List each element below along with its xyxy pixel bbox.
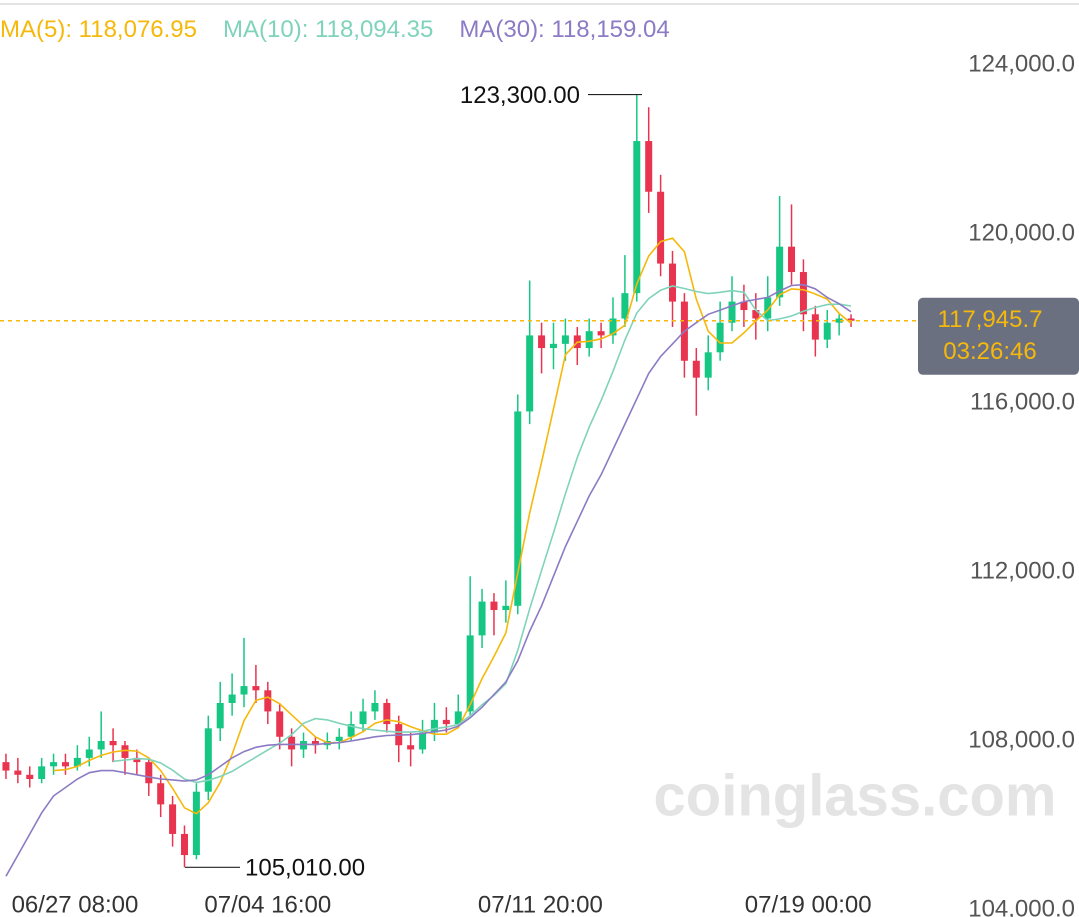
candle-body [430,719,438,733]
legend-entry: MA(5): 118,076.95 [0,16,198,43]
ma-line [5,283,852,877]
candle-body [38,766,46,780]
candle-body [799,272,807,315]
candle-body [561,335,569,344]
candle-body [311,741,319,746]
y-tick-label: 120,000.0 [968,219,1075,246]
candle-body [85,749,93,758]
ma-line [113,285,852,784]
annotation-label: 105,010.00 [245,855,365,882]
candle-body [335,736,343,741]
candle-body [97,741,105,750]
candle-body [549,343,557,349]
candle-body [50,762,58,767]
candle-body [728,301,736,323]
candle-body [26,774,34,780]
candle-body [169,804,177,834]
candle-body [228,694,236,703]
y-tick-label: 104,000.0 [968,895,1075,917]
x-tick-label: 07/11 20:00 [478,891,603,917]
candle-body [276,711,284,737]
candle-body [347,724,355,737]
ma-line [53,237,852,815]
candle-body [692,360,700,378]
candle-body [145,762,153,784]
candle-body [371,702,379,712]
candle-body [216,702,224,729]
candle-body [383,702,391,725]
legend-entry: MA(10): 118,094.35 [223,16,434,43]
candle-body [657,191,665,264]
candle-body [502,605,510,611]
candle-body [585,331,593,349]
candle-body [204,728,212,792]
candles [2,94,855,868]
candle-body [478,601,486,636]
candle-body [133,757,141,763]
candle-body [645,141,653,192]
x-tick-label: 07/04 16:00 [204,891,331,917]
y-tick-label: 116,000.0 [970,388,1075,415]
legend-entry: MA(30): 118,159.04 [459,16,670,43]
x-tick-label: 06/27 08:00 [12,891,139,917]
candle-body [157,783,165,805]
candle-body [288,736,296,750]
candle-body [597,331,605,336]
candle-body [490,601,498,611]
y-tick-label: 124,000.0 [968,50,1075,77]
candle-body [621,293,629,319]
candle-body [61,762,69,767]
candle-body [526,335,534,412]
candle-body [538,335,546,349]
candle-body [788,246,796,273]
candle-body [73,757,81,767]
candle-body [2,762,10,771]
candle-body [264,690,272,712]
candle-body [811,314,819,340]
candle-body [121,745,129,758]
candle-body [609,318,617,336]
candle-body [419,732,427,750]
y-tick-label: 112,000.0 [970,557,1075,584]
candle-body [847,318,855,321]
candle-body [514,411,522,606]
candle-body [669,263,677,302]
candle-body [835,318,843,323]
candle-body [407,745,415,750]
candle-body [180,833,188,856]
candle-body [716,322,724,353]
countdown: 03:26:46 [943,338,1036,365]
candle-body [704,352,712,378]
candle-body [14,770,22,775]
candle-body [740,301,748,311]
candle-body [823,322,831,340]
candle-body [752,310,760,319]
candle-body [466,635,474,712]
candle-body [359,711,367,725]
y-tick-label: 108,000.0 [968,726,1075,753]
last-price-label: 117,945.7 [938,306,1043,333]
candle-body [442,719,450,725]
candle-body [252,686,260,691]
candle-body [300,741,308,750]
candle-body [109,741,117,746]
x-tick-label: 07/19 00:00 [745,891,872,917]
candle-body [633,141,641,294]
annotation-label: 123,300.00 [460,82,580,109]
watermark: coinglass.com [654,763,1057,828]
candle-body [454,711,462,725]
candle-body [764,297,772,319]
candle-body [776,246,784,298]
candle-body [240,686,248,695]
candle-body [192,791,200,856]
legend: MA(5): 118,076.95 MA(10): 118,094.35 MA(30… [0,16,696,44]
price-box [918,297,1079,375]
